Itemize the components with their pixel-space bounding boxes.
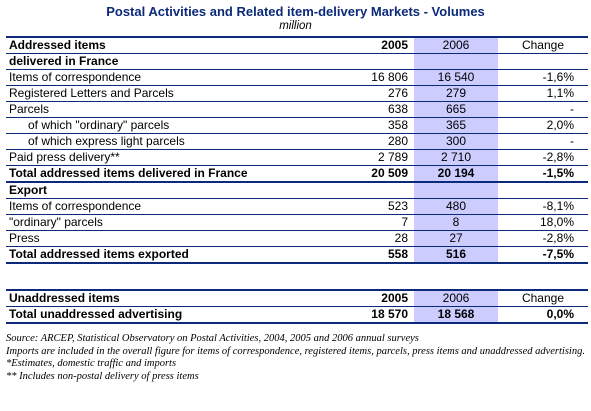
total-2005: 558: [324, 246, 414, 264]
table-header-row: Unaddressed items 2005 2006 Change: [6, 289, 588, 307]
row-change: -2,8%: [542, 150, 574, 164]
row-label: Parcels: [6, 101, 324, 118]
row-2005: 523: [324, 198, 414, 215]
row-change: -1,6%: [498, 69, 588, 86]
row-2006: 365: [414, 117, 498, 134]
row-2005: 638: [324, 101, 414, 118]
total-2006: 18 568: [414, 306, 498, 324]
row-2006: 16 540: [414, 69, 498, 86]
row-2005: 16 806: [324, 69, 414, 86]
estimates-note: *Estimates, domestic traffic and imports: [6, 358, 177, 369]
total-change: -1,5%: [498, 165, 588, 183]
header-change: Change: [498, 36, 588, 54]
addressed-items-table-block: Addressed items 2005 2006 Change deliver…: [6, 36, 588, 264]
row-label: Items of correspondence: [6, 69, 324, 86]
header-label: Addressed items: [6, 36, 324, 54]
total-2005: 20 509: [324, 165, 414, 183]
row-2006: 300: [414, 133, 498, 150]
section-row-france: delivered in France: [6, 53, 588, 70]
total-2005: 18 570: [324, 306, 414, 324]
addressed-items-table: Addressed items 2005 2006 Change deliver…: [6, 36, 588, 264]
header-2005: 2005: [324, 289, 414, 307]
footnotes: Source: ARCEP, Statistical Observatory o…: [6, 333, 586, 383]
header-change: Change: [498, 289, 588, 307]
table-row: of which "ordinary" parcels 358 365 2,0%: [6, 117, 588, 134]
row-change: 2,0%: [498, 117, 588, 134]
unaddressed-items-table: Unaddressed items 2005 2006 Change Total…: [6, 289, 588, 324]
row-label: Paid press delivery**: [9, 150, 120, 164]
row-2006: 27: [414, 230, 498, 247]
unit-label: million: [279, 20, 312, 32]
section-row-export: Export: [6, 182, 588, 199]
header-label: Unaddressed items: [6, 289, 324, 307]
table-row: Registered Letters and Parcels 276 279 1…: [6, 85, 588, 102]
total-row-unaddressed: Total unaddressed advertising 18 570 18 …: [6, 306, 588, 324]
total-label: Total addressed items exported: [6, 246, 324, 264]
row-2005: 2 789: [377, 150, 408, 164]
row-change: 1,1%: [498, 85, 588, 102]
table-row: Paid press delivery** 2 789 2 710 -2,8%: [6, 149, 588, 166]
row-2006: 279: [414, 85, 498, 102]
row-2005: 280: [324, 133, 414, 150]
row-label: of which "ordinary" parcels: [6, 117, 324, 134]
press-note: ** Includes non-postal delivery of press…: [6, 370, 199, 382]
row-2005: 28: [394, 231, 408, 245]
row-label: "ordinary" parcels: [6, 214, 324, 231]
header-2006: 2006: [414, 36, 498, 54]
source-note: Source: ARCEP, Statistical Observatory o…: [6, 333, 419, 344]
row-change: -: [498, 133, 588, 150]
table-row: Press 28 27 -2,8%: [6, 230, 588, 247]
table-row: "ordinary" parcels 7 8 18,0%: [6, 214, 588, 231]
table-row: of which express light parcels 280 300 -: [6, 133, 588, 150]
row-2006: 665: [414, 101, 498, 118]
header-2005: 2005: [324, 36, 414, 54]
table-row: Items of correspondence 16 806 16 540 -1…: [6, 69, 588, 86]
row-label: Items of correspondence: [6, 198, 324, 215]
imports-note: Imports are included in the overall figu…: [6, 345, 585, 357]
table-row: Items of correspondence 523 480 -8,1%: [6, 198, 588, 215]
total-row-france: Total addressed items delivered in Franc…: [6, 165, 588, 183]
row-change: -: [498, 101, 588, 118]
total-2006: 516: [414, 246, 498, 264]
row-change: 18,0%: [498, 214, 588, 231]
total-change: 0,0%: [498, 306, 588, 324]
total-2006: 20 194: [414, 165, 498, 183]
row-2005: 358: [324, 117, 414, 134]
row-2005: 7: [324, 214, 414, 231]
row-2006: 2 710: [414, 149, 498, 166]
unaddressed-items-table-block: Unaddressed items 2005 2006 Change Total…: [6, 289, 588, 324]
row-label: of which express light parcels: [6, 133, 324, 150]
row-2006: 480: [414, 198, 498, 215]
table-header-row: Addressed items 2005 2006 Change: [6, 36, 588, 54]
row-2005: 276: [324, 85, 414, 102]
header-2006: 2006: [414, 289, 498, 307]
total-row-export: Total addressed items exported 558 516 -…: [6, 246, 588, 264]
row-change: -8,1%: [498, 198, 588, 215]
row-label: Registered Letters and Parcels: [6, 85, 324, 102]
table-title: Postal Activities and Related item-deliv…: [106, 4, 485, 19]
total-change: -7,5%: [498, 246, 588, 264]
total-label: Total addressed items delivered in Franc…: [6, 165, 324, 183]
section-label: Export: [6, 182, 324, 199]
table-row: Parcels 638 665 -: [6, 101, 588, 118]
section-label: delivered in France: [6, 53, 324, 70]
total-label: Total unaddressed advertising: [6, 306, 324, 324]
row-label: Press: [9, 231, 40, 245]
row-2006: 8: [414, 214, 498, 231]
row-change: -2,8%: [542, 231, 574, 245]
